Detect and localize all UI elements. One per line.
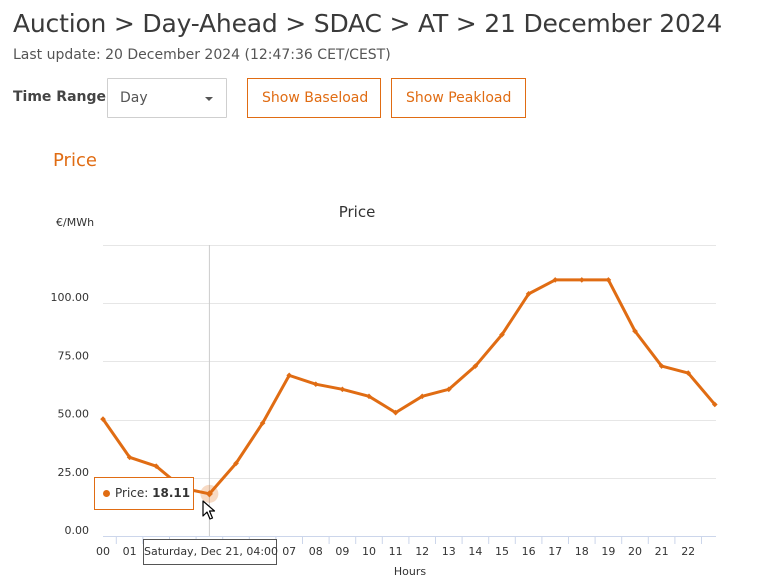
value-tooltip: Price: 18.11 bbox=[94, 477, 194, 510]
x-tick-label: 08 bbox=[309, 545, 323, 558]
price-point[interactable] bbox=[205, 490, 213, 498]
x-tick-label: 07 bbox=[282, 545, 296, 558]
price-point[interactable] bbox=[472, 363, 479, 369]
price-point[interactable] bbox=[312, 381, 319, 388]
y-tick-label: 25.00 bbox=[58, 466, 90, 479]
y-axis-label: €/MWh bbox=[56, 216, 94, 229]
price-point[interactable] bbox=[259, 420, 266, 426]
tooltip-series-label: Price: bbox=[115, 486, 149, 500]
time-range-value: Day bbox=[120, 90, 148, 106]
x-tick-label: 11 bbox=[389, 545, 403, 558]
x-tick-label: 14 bbox=[468, 545, 482, 558]
x-tick-label: 09 bbox=[335, 545, 349, 558]
price-point[interactable] bbox=[711, 401, 718, 408]
show-baseload-button[interactable]: Show Baseload bbox=[247, 78, 381, 118]
price-point[interactable] bbox=[499, 331, 505, 338]
show-peakload-button[interactable]: Show Peakload bbox=[391, 78, 526, 118]
time-range-label: Time Range bbox=[13, 89, 107, 105]
price-point[interactable] bbox=[525, 291, 532, 297]
price-point[interactable] bbox=[605, 277, 612, 283]
price-point[interactable] bbox=[153, 463, 160, 469]
y-tick-label: 75.00 bbox=[58, 349, 90, 362]
price-point[interactable] bbox=[658, 363, 665, 369]
x-tick-label: 10 bbox=[362, 545, 376, 558]
price-point[interactable] bbox=[392, 409, 399, 416]
price-point[interactable] bbox=[445, 386, 452, 393]
x-tick-label: 17 bbox=[548, 545, 562, 558]
price-point[interactable] bbox=[366, 393, 372, 400]
price-point[interactable] bbox=[100, 416, 106, 422]
x-tick-label: 20 bbox=[628, 545, 642, 558]
x-tick-label: 18 bbox=[575, 545, 589, 558]
tooltip-value: 18.11 bbox=[152, 486, 191, 500]
breadcrumb: Auction > Day-Ahead > SDAC > AT > 21 Dec… bbox=[13, 9, 723, 38]
x-tick-label: 00 bbox=[96, 545, 110, 558]
x-tick-label: 13 bbox=[442, 545, 456, 558]
x-tick-label: 16 bbox=[522, 545, 536, 558]
x-axis-label: Hours bbox=[394, 565, 426, 578]
price-point[interactable] bbox=[632, 328, 638, 334]
price-point[interactable] bbox=[286, 372, 293, 379]
price-point[interactable] bbox=[233, 460, 239, 467]
price-series-line bbox=[101, 278, 716, 496]
x-tick-label: 22 bbox=[681, 545, 695, 558]
arrow-cursor-icon bbox=[202, 500, 216, 520]
last-update-text: Last update: 20 December 2024 (12:47:36 … bbox=[13, 47, 391, 63]
price-point[interactable] bbox=[578, 277, 585, 283]
chevron-down-icon bbox=[205, 97, 213, 101]
chart-title: Price bbox=[339, 203, 376, 221]
time-range-select[interactable]: Day bbox=[107, 78, 227, 118]
y-tick-label: 0.00 bbox=[65, 524, 90, 537]
price-point[interactable] bbox=[339, 386, 346, 393]
y-tick-label: 50.00 bbox=[58, 408, 90, 421]
x-tooltip: Saturday, Dec 21, 04:00 bbox=[143, 539, 278, 565]
x-tick-label: 01 bbox=[123, 545, 137, 558]
price-point[interactable] bbox=[126, 454, 133, 461]
y-tick-label: 100.00 bbox=[51, 291, 90, 304]
price-point[interactable] bbox=[552, 277, 559, 283]
x-tick-label: 15 bbox=[495, 545, 509, 558]
price-point[interactable] bbox=[685, 370, 692, 376]
x-tick-label: 19 bbox=[601, 545, 615, 558]
x-tick-label: 21 bbox=[655, 545, 669, 558]
price-point[interactable] bbox=[419, 393, 426, 400]
x-tick-label: 12 bbox=[415, 545, 429, 558]
series-dot-icon bbox=[103, 490, 110, 497]
section-title: Price bbox=[53, 150, 97, 171]
